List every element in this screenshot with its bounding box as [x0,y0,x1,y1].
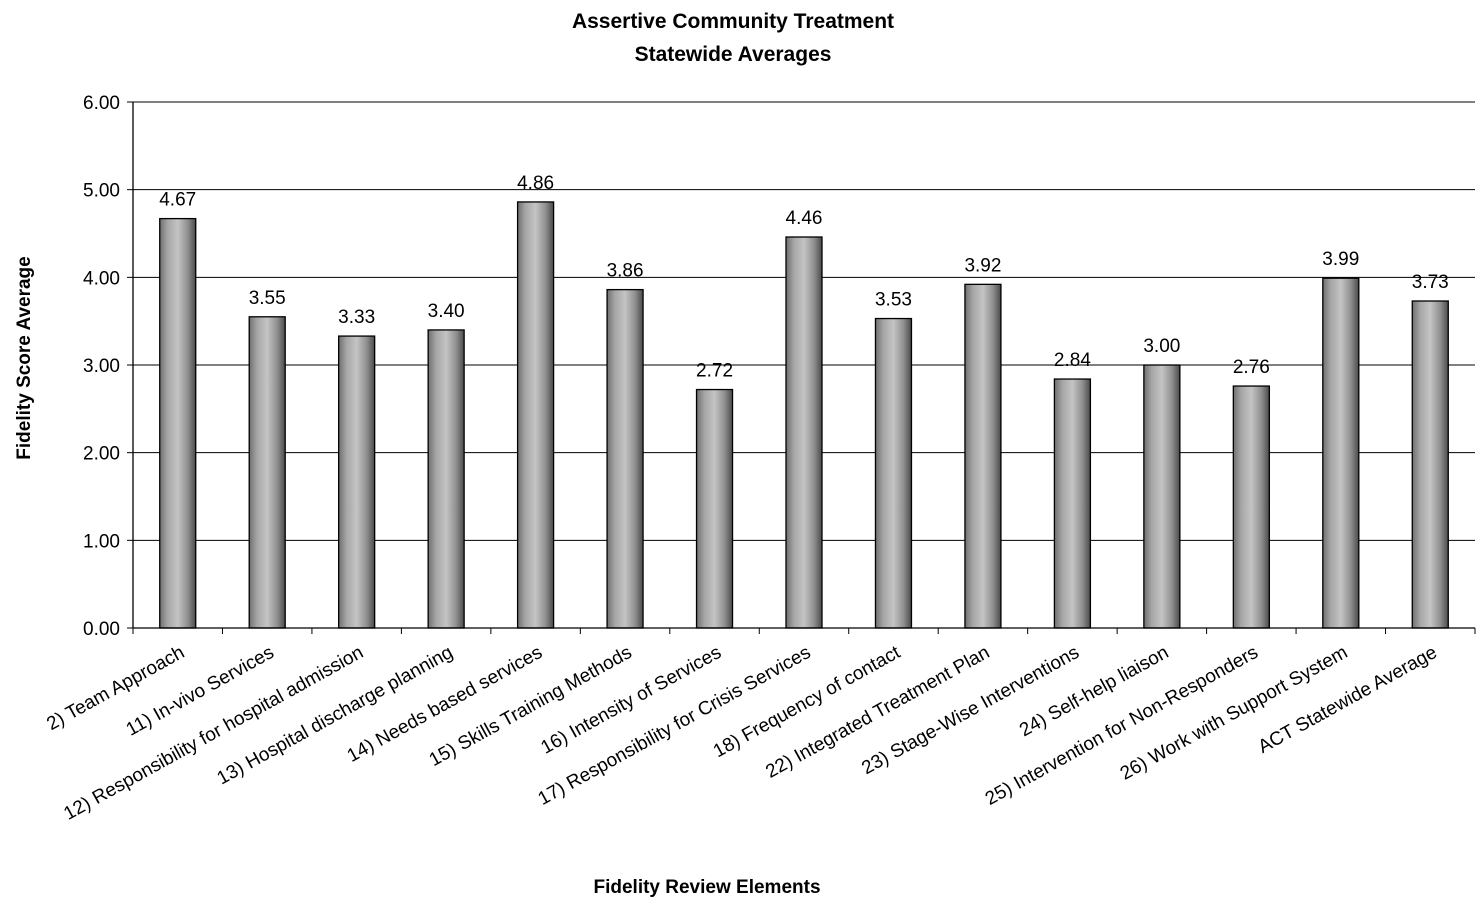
y-axis-title: Fidelity Score Average [14,256,35,459]
y-tick-label: 2.00 [83,444,120,465]
axes [132,102,1476,634]
category-label: 11) In-vivo Services [123,642,278,741]
y-tick-label: 4.00 [83,268,120,289]
y-axis-ticks: 0.00 1.00 2.00 3.00 4.00 5.00 6.00 [83,93,133,640]
data-label: 4.86 [517,173,554,194]
bar [874,317,913,629]
data-label: 2.72 [696,361,733,382]
data-label: 2.76 [1233,357,1270,378]
bar [1411,300,1449,629]
data-label: 3.40 [428,301,465,322]
bar [516,201,555,629]
bar [1322,277,1360,629]
data-label: 2.84 [1054,350,1091,371]
bar [1232,385,1270,629]
bar [427,329,465,629]
data-label: 3.53 [875,290,912,311]
data-label: 3.92 [964,255,1001,276]
data-label: 4.46 [786,208,823,229]
bar [248,316,286,629]
bar [606,288,644,629]
y-tick-label: 3.00 [83,356,120,377]
bar [159,217,197,629]
bar [338,335,376,629]
bar [964,283,1002,629]
bar [785,236,823,629]
chart-subtitle: Statewide Averages [635,43,832,66]
category-label: 24) Self-help liaison [1016,642,1172,741]
data-label: 3.33 [338,307,375,328]
data-labels: 4.67 3.55 3.33 3.40 4.86 3.86 2.72 4.46 3.53 3.92… [159,173,1449,382]
bar [695,388,734,629]
data-label: 3.73 [1412,272,1449,293]
data-label: 3.86 [607,261,644,282]
data-label: 4.67 [159,190,196,211]
bar [1143,364,1181,629]
x-axis-title: Fidelity Review Elements [593,877,820,898]
bars [159,201,1449,629]
data-label: 3.55 [249,288,286,309]
data-label: 3.99 [1322,249,1359,270]
y-tick-label: 0.00 [83,619,120,640]
y-tick-label: 5.00 [83,181,120,202]
bar [1053,378,1092,629]
y-tick-label: 6.00 [83,93,120,114]
chart-title: Assertive Community Treatment [572,10,894,33]
y-tick-label: 1.00 [83,531,120,552]
data-label: 3.00 [1143,336,1180,357]
